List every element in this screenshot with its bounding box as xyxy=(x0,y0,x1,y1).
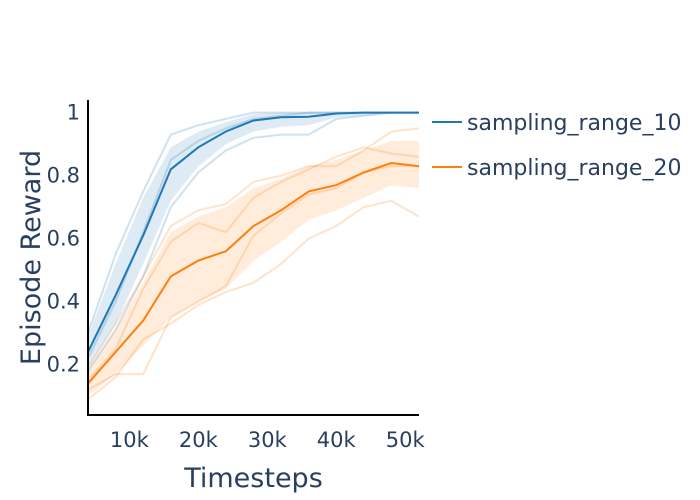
legend-label: sampling_range_20 xyxy=(467,156,681,181)
run-line-sampling_range_20-4 xyxy=(87,199,420,401)
run-line-sampling_range_20-2 xyxy=(87,146,420,382)
x-axis-title: Timesteps xyxy=(183,463,323,494)
axes xyxy=(87,100,419,416)
x-tick-label: 50k xyxy=(386,428,426,452)
y-tick-label: 0.8 xyxy=(47,164,80,188)
legend-item-sampling_range_10[interactable]: sampling_range_10 xyxy=(432,111,681,136)
x-tick-label: 30k xyxy=(248,428,288,452)
series-sampling_range_10 xyxy=(87,111,419,372)
mean-line-sampling_range_20 xyxy=(87,161,420,385)
plot-area xyxy=(87,111,420,401)
confidence-band-sampling_range_10 xyxy=(88,112,419,368)
y-tick-label: 0.4 xyxy=(47,290,80,314)
x-tick-label: 20k xyxy=(179,428,219,452)
y-ticks: 0.2 0.4 0.6 0.8 1 xyxy=(47,101,80,377)
y-tick-label: 0.2 xyxy=(47,353,80,377)
confidence-band-sampling_range_20 xyxy=(88,140,419,397)
run-line-sampling_range_20-1 xyxy=(87,127,420,369)
x-tick-label: 10k xyxy=(110,428,150,452)
x-tick-label: 40k xyxy=(317,428,357,452)
y-tick-label: 1 xyxy=(67,101,80,125)
y-axis-title: Episode Reward xyxy=(16,150,47,365)
x-ticks: 10k 20k 30k 40k 50k xyxy=(110,428,426,452)
mean-line-sampling_range_10 xyxy=(87,111,419,353)
series-sampling_range_20 xyxy=(87,127,420,401)
y-tick-label: 0.6 xyxy=(47,227,80,251)
legend-label: sampling_range_10 xyxy=(467,111,681,136)
legend-item-sampling_range_20[interactable]: sampling_range_20 xyxy=(432,156,681,181)
legend: sampling_range_10 sampling_range_20 xyxy=(432,111,681,181)
run-line-sampling_range_10-3 xyxy=(87,111,419,372)
